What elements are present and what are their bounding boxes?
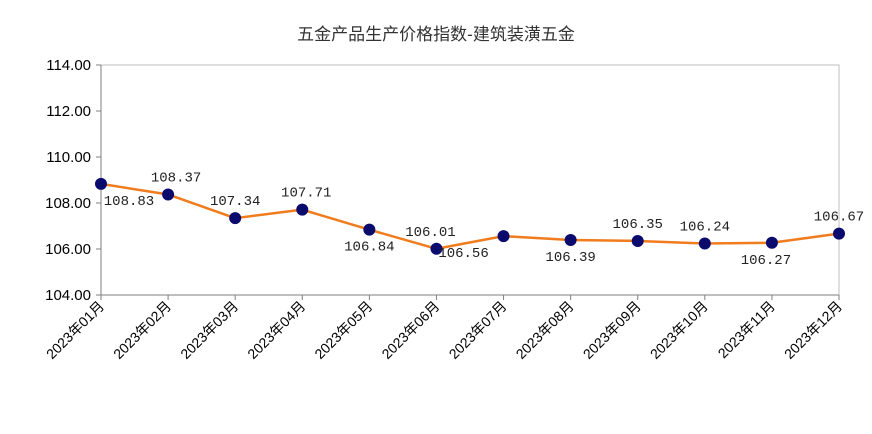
data-label: 108.83 bbox=[104, 194, 154, 210]
x-tick-label: 2023年10月 bbox=[647, 298, 711, 362]
y-tick-label: 106.00 bbox=[45, 241, 91, 258]
x-tick-labels: 2023年01月 2023年02月 2023年03月 2023年04月 2023年05月… bbox=[43, 298, 845, 362]
data-point bbox=[95, 177, 107, 190]
series-markers bbox=[95, 177, 845, 255]
x-tick-label: 2023年07月 bbox=[446, 298, 510, 362]
data-label: 107.71 bbox=[281, 186, 331, 202]
data-point bbox=[833, 227, 845, 240]
data-label: 106.01 bbox=[405, 225, 455, 241]
data-point bbox=[698, 237, 711, 250]
x-tick-label: 2023年04月 bbox=[244, 298, 308, 362]
data-label: 107.34 bbox=[210, 194, 260, 210]
y-tick-label: 112.00 bbox=[46, 103, 91, 120]
data-point bbox=[296, 203, 309, 216]
series-line-path bbox=[100, 182, 840, 251]
data-point bbox=[229, 212, 242, 225]
chart-title: 五金产品生产价格指数-建筑装潢五金 bbox=[297, 25, 575, 44]
data-point bbox=[631, 234, 644, 247]
x-tick-label: 2023年12月 bbox=[781, 298, 845, 362]
axes bbox=[96, 64, 840, 300]
data-point bbox=[765, 236, 778, 249]
y-tick-labels: 104.00 106.00 108.00 110.00 112.00 114.00 bbox=[45, 57, 91, 304]
x-tick-label: 2023年05月 bbox=[311, 298, 375, 362]
data-point bbox=[564, 234, 577, 247]
data-point bbox=[162, 188, 175, 201]
y-tick-label: 104.00 bbox=[45, 287, 91, 304]
x-tick-label: 2023年03月 bbox=[177, 298, 241, 362]
data-label: 106.84 bbox=[344, 240, 394, 256]
data-label: 106.35 bbox=[613, 217, 663, 233]
y-tick-label: 110.00 bbox=[46, 149, 91, 166]
data-point bbox=[430, 242, 443, 255]
x-tick-label: 2023年01月 bbox=[43, 298, 107, 362]
data-label: 106.67 bbox=[814, 210, 864, 226]
x-tick-label: 2023年06月 bbox=[378, 298, 442, 362]
x-tick-label: 2023年08月 bbox=[513, 298, 577, 362]
data-point bbox=[497, 230, 510, 243]
data-label: 108.37 bbox=[151, 170, 201, 186]
x-tick-label: 2023年09月 bbox=[580, 298, 644, 362]
data-label: 106.24 bbox=[680, 219, 730, 235]
y-tick-label: 108.00 bbox=[45, 195, 91, 212]
series-line bbox=[100, 182, 840, 251]
x-tick-label: 2023年11月 bbox=[715, 298, 778, 361]
data-label: 106.27 bbox=[741, 253, 791, 269]
data-labels: 108.83 108.37 107.34 107.71 106.84 106.01 106.… bbox=[104, 170, 864, 268]
data-label: 106.39 bbox=[545, 250, 595, 266]
y-tick-label: 114.00 bbox=[46, 57, 91, 74]
data-label: 106.56 bbox=[438, 246, 488, 262]
x-tick-label: 2023年02月 bbox=[110, 298, 174, 362]
data-point bbox=[363, 223, 376, 236]
